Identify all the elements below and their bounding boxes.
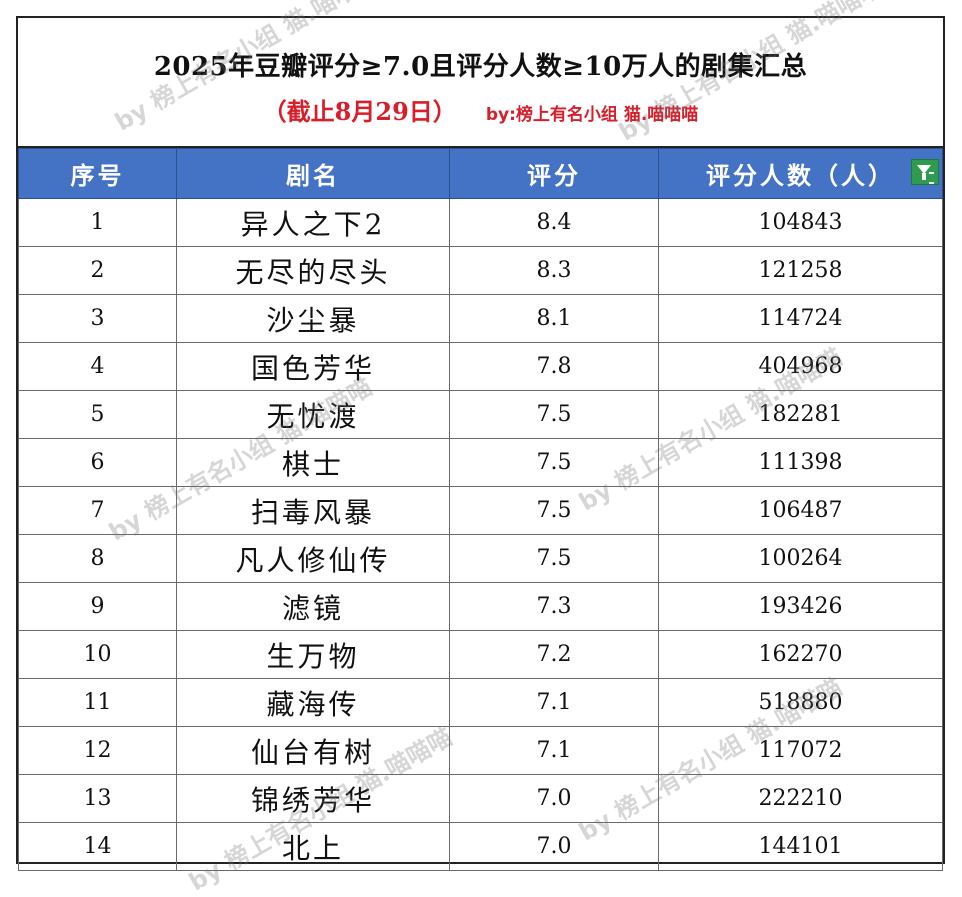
cell-name: 无忧渡 [176, 390, 450, 439]
cell-name: 扫毒风暴 [176, 486, 450, 535]
cell-score: 7.5 [449, 438, 659, 487]
cell-index: 11 [18, 678, 177, 727]
title-block: 2025年豆瓣评分≥7.0且评分人数≥10万人的剧集汇总 （截止8月29日） b… [18, 18, 943, 148]
cell-index: 10 [18, 630, 177, 679]
table-row: 13 锦绣芳华 7.0 222210 [18, 774, 943, 823]
cell-index: 2 [18, 246, 177, 295]
cell-index: 7 [18, 486, 177, 535]
header-index: 序号 [18, 148, 177, 199]
table-row: 12 仙台有树 7.1 117072 [18, 726, 943, 775]
cell-name: 国色芳华 [176, 342, 450, 391]
table-row: 9 滤镜 7.3 193426 [18, 582, 943, 631]
cell-name: 藏海传 [176, 678, 450, 727]
cell-index: 3 [18, 294, 177, 343]
table-row: 5 无忧渡 7.5 182281 [18, 390, 943, 439]
cell-name: 生万物 [176, 630, 450, 679]
cell-score: 7.5 [449, 390, 659, 439]
cell-name: 北上 [176, 822, 450, 871]
cell-count: 114724 [658, 294, 943, 343]
cell-count: 100264 [658, 534, 943, 583]
table-row: 8 凡人修仙传 7.5 100264 [18, 534, 943, 583]
table-row: 11 藏海传 7.1 518880 [18, 678, 943, 727]
cell-score: 8.3 [449, 246, 659, 295]
table-row: 2 无尽的尽头 8.3 121258 [18, 246, 943, 295]
table-row: 1 异人之下2 8.4 104843 [18, 198, 943, 247]
cell-count: 117072 [658, 726, 943, 775]
table-body: 1 异人之下2 8.4 104843 2 无尽的尽头 8.3 121258 3 沙尘暴 8.1 114… [18, 198, 943, 871]
table-row: 6 棋士 7.5 111398 [18, 438, 943, 487]
cell-count: 111398 [658, 438, 943, 487]
cell-count: 182281 [658, 390, 943, 439]
cell-name: 异人之下2 [176, 198, 450, 247]
byline: by:榜上有名小组 猫.喵喵喵 [485, 105, 699, 125]
cell-score: 7.5 [449, 486, 659, 535]
cell-score: 7.0 [449, 774, 659, 823]
header-score: 评分 [449, 148, 659, 199]
table-row: 10 生万物 7.2 162270 [18, 630, 943, 679]
drama-table: 序号 剧名 评分 评分人数（人） 1 异人之下2 8.4 104843 2 无尽的尽头 8.… [18, 148, 943, 871]
table-row: 7 扫毒风暴 7.5 106487 [18, 486, 943, 535]
cell-score: 7.2 [449, 630, 659, 679]
cell-index: 12 [18, 726, 177, 775]
table-row: 14 北上 7.0 144101 [18, 822, 943, 871]
table-row: 4 国色芳华 7.8 404968 [18, 342, 943, 391]
cell-score: 7.0 [449, 822, 659, 871]
cell-name: 沙尘暴 [176, 294, 450, 343]
cell-name: 滤镜 [176, 582, 450, 631]
cell-score: 7.5 [449, 534, 659, 583]
table-row: 3 沙尘暴 8.1 114724 [18, 294, 943, 343]
cell-name: 无尽的尽头 [176, 246, 450, 295]
cutoff-date: （截止8月29日） [262, 97, 457, 126]
cell-index: 13 [18, 774, 177, 823]
header-row: 序号 剧名 评分 评分人数（人） [18, 148, 943, 199]
cell-score: 8.1 [449, 294, 659, 343]
cell-count: 162270 [658, 630, 943, 679]
cell-count: 193426 [658, 582, 943, 631]
cell-count: 404968 [658, 342, 943, 391]
cell-index: 1 [18, 198, 177, 247]
summary-sheet: 2025年豆瓣评分≥7.0且评分人数≥10万人的剧集汇总 （截止8月29日） b… [16, 16, 945, 871]
cell-score: 7.1 [449, 678, 659, 727]
cell-index: 14 [18, 822, 177, 871]
cell-count: 222210 [658, 774, 943, 823]
cell-name: 锦绣芳华 [176, 774, 450, 823]
cell-name: 棋士 [176, 438, 450, 487]
subtitle-line: （截止8月29日） by:榜上有名小组 猫.喵喵喵 [18, 92, 943, 127]
cell-index: 9 [18, 582, 177, 631]
cell-score: 7.3 [449, 582, 659, 631]
filter-icon[interactable] [911, 159, 939, 185]
header-count-label: 评分人数（人） [706, 162, 895, 190]
cell-count: 518880 [658, 678, 943, 727]
cell-score: 7.1 [449, 726, 659, 775]
cell-count: 104843 [658, 198, 943, 247]
cell-count: 121258 [658, 246, 943, 295]
header-count: 评分人数（人） [658, 148, 943, 199]
cell-index: 8 [18, 534, 177, 583]
cell-count: 106487 [658, 486, 943, 535]
cell-index: 4 [18, 342, 177, 391]
cell-index: 5 [18, 390, 177, 439]
cell-score: 7.8 [449, 342, 659, 391]
cell-index: 6 [18, 438, 177, 487]
cell-name: 凡人修仙传 [176, 534, 450, 583]
cell-count: 144101 [658, 822, 943, 871]
header-name: 剧名 [176, 148, 450, 199]
cell-score: 8.4 [449, 198, 659, 247]
cell-name: 仙台有树 [176, 726, 450, 775]
page-title: 2025年豆瓣评分≥7.0且评分人数≥10万人的剧集汇总 [153, 52, 808, 82]
